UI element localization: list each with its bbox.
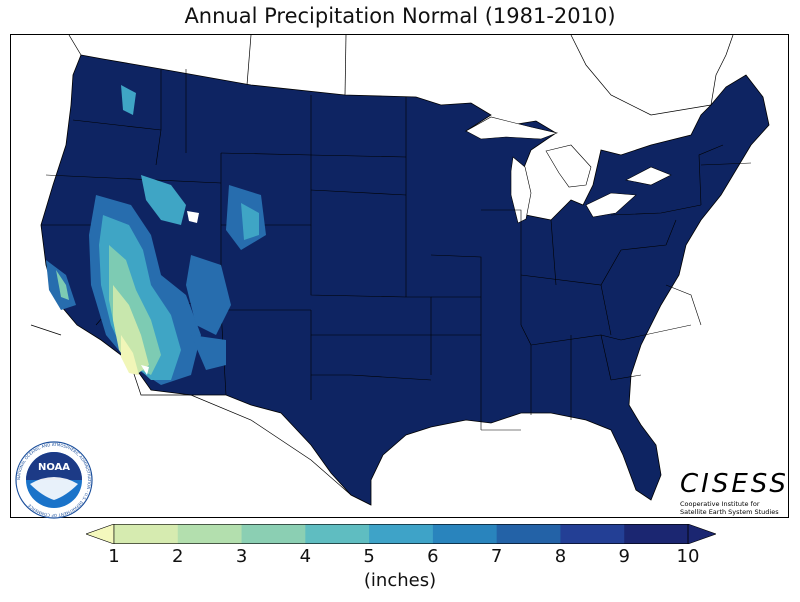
colorbar-tick-label: 10 (676, 546, 700, 567)
colorbar-tick-label: 8 (554, 546, 567, 567)
colorbar-segment (560, 524, 625, 544)
map-frame (10, 34, 789, 518)
colorbar-extend-high (687, 524, 716, 544)
colorbar-segment (624, 524, 688, 544)
cisess-logo-full-name: Cooperative Institute for Satellite Eart… (680, 500, 779, 516)
colorbar-tick-label: 4 (299, 546, 312, 567)
map-title: Annual Precipitation Normal (1981-2010) (184, 4, 616, 28)
colorbar-outline (113, 524, 689, 544)
cisess-logo: CISESS Cooperative Institute for Satelli… (680, 469, 789, 516)
noaa-logo-text: NOAA (38, 462, 70, 473)
colorbar-tick-label: 6 (427, 546, 439, 567)
colorbar-segment (369, 524, 434, 544)
colorbar-extend-low (86, 524, 115, 544)
us-landmass (40, 54, 770, 506)
colorbar-segment (241, 524, 306, 544)
colorbar-units: (inches) (363, 570, 437, 591)
colorbar-tick-label: 9 (618, 546, 630, 567)
noaa-logo: NOAA NATIONAL OCEANIC AND ATMOSPHERIC AD… (15, 441, 93, 519)
precipitation-map (30, 35, 770, 506)
colorbar-segment (432, 524, 498, 544)
colorbar-segment (177, 524, 243, 544)
dry-regions (46, 85, 266, 385)
cisess-logo-name: CISESS (680, 469, 789, 499)
colorbar-tick-label: 2 (172, 546, 184, 567)
great-lakes (465, 116, 672, 224)
colorbar-tick-label: 5 (363, 546, 375, 567)
colorbar-tick-label: 1 (108, 546, 120, 567)
colorbar-segment (496, 524, 561, 544)
colorbar-segment (114, 524, 179, 544)
colorbar (86, 524, 716, 544)
colorbar-tick-label: 3 (235, 546, 248, 567)
colorbar-tick-label: 7 (490, 546, 503, 567)
colorbar-segment (305, 524, 370, 544)
